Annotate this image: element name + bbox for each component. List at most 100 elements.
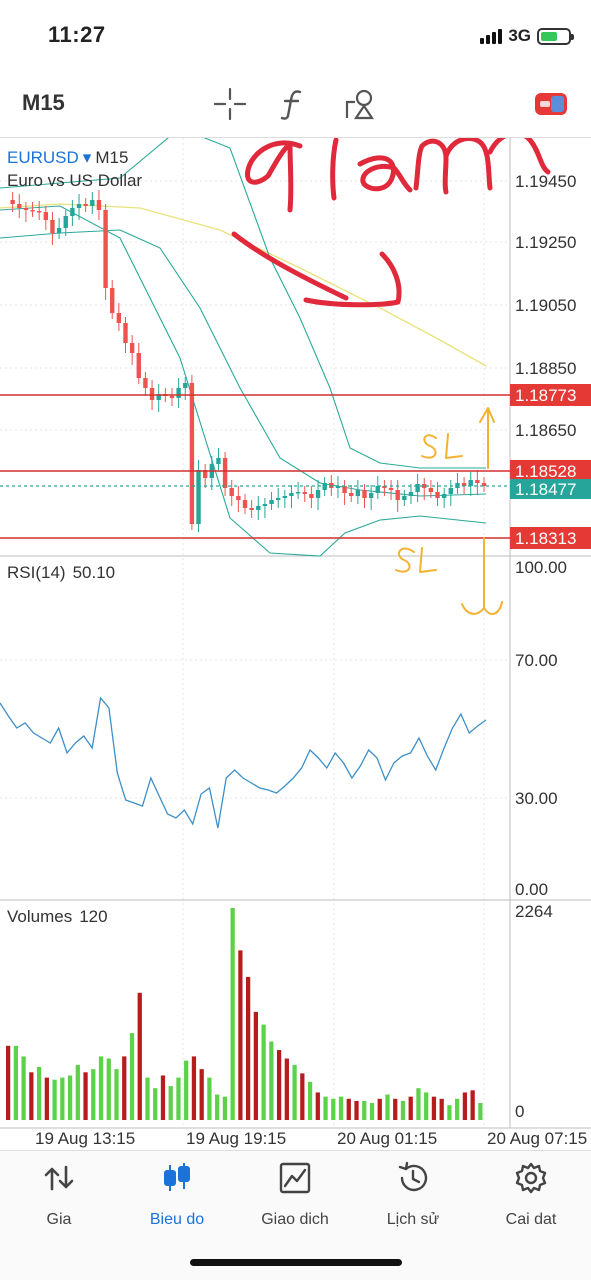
volume-bar xyxy=(176,1077,181,1120)
volume-bar xyxy=(292,1064,297,1120)
candle-body xyxy=(43,212,49,220)
candle-body xyxy=(256,506,261,510)
timeframe-button[interactable]: M15 xyxy=(22,90,65,115)
symbol-header[interactable]: EURUSD ▾ M15 xyxy=(7,148,128,167)
function-icon[interactable] xyxy=(276,86,312,122)
volume-bar xyxy=(199,1069,204,1120)
price-label-3: 1.18313 xyxy=(515,529,576,548)
current-price-label: 1.18477 xyxy=(515,480,576,499)
volume-bar xyxy=(184,1060,189,1120)
rsi-name: RSI(14) xyxy=(7,563,66,582)
volume-bar xyxy=(447,1105,452,1120)
volume-bar xyxy=(478,1103,483,1120)
objects-icon[interactable] xyxy=(344,86,380,122)
candle-body xyxy=(30,210,35,212)
candle-body xyxy=(448,488,454,494)
candle-body xyxy=(468,480,473,486)
gear-icon xyxy=(515,1162,547,1194)
candle-body xyxy=(183,383,188,388)
status-bar: 11:27 3G xyxy=(0,0,591,72)
price-label-bg xyxy=(510,527,591,549)
volume-bar xyxy=(261,1024,266,1120)
nav-item-lich-su[interactable]: Lịch sử xyxy=(354,1161,472,1229)
price-tick: 1.18650 xyxy=(515,421,576,440)
nav-label: Lịch sử xyxy=(386,1211,440,1228)
volume-bar xyxy=(207,1077,212,1120)
candle-body xyxy=(428,488,434,492)
network-type: 3G xyxy=(508,26,531,45)
volume-bar xyxy=(29,1072,34,1120)
candle-body xyxy=(342,486,347,493)
candle-body xyxy=(116,313,122,323)
symbol-name[interactable]: EURUSD xyxy=(7,148,79,167)
candle-body xyxy=(103,210,108,288)
volume-bar xyxy=(470,1090,475,1120)
price-axis: 1.19450 1.19250 1.19050 1.18850 1.18650 … xyxy=(515,172,576,503)
volume-bar xyxy=(160,1075,166,1120)
volume-tick: 2264 xyxy=(515,902,553,921)
candle-body xyxy=(262,504,268,506)
candle-body xyxy=(375,486,380,493)
volume-bar xyxy=(60,1077,65,1120)
price-tick: 1.19250 xyxy=(515,233,576,252)
volume-bar xyxy=(106,1058,111,1120)
volume-bar xyxy=(400,1100,406,1120)
current-price-label-bg xyxy=(510,479,591,499)
rsi-axis: 100.00 70.00 30.00 0.00 xyxy=(515,558,567,899)
nav-item-giao-dich[interactable]: Giao dich xyxy=(236,1161,354,1229)
volume-bar xyxy=(91,1069,96,1120)
candle-body xyxy=(388,488,394,490)
candle-body xyxy=(236,496,241,500)
trend-chart-icon xyxy=(279,1162,311,1194)
volume-bar xyxy=(354,1100,359,1120)
volumes-name: Volumes xyxy=(7,907,72,926)
home-indicator xyxy=(190,1259,402,1266)
candle-body xyxy=(461,483,467,486)
time-axis: 19 Aug 13:15 19 Aug 19:15 20 Aug 01:15 2… xyxy=(35,1129,587,1148)
price-tick: 1.19050 xyxy=(515,296,576,315)
candle-body xyxy=(302,492,307,494)
rsi-title: RSI(14) 50.10 xyxy=(7,563,115,582)
nav-item-bieu-do[interactable]: Bieu do xyxy=(118,1161,236,1229)
volume-bar xyxy=(307,1081,313,1120)
price-label-bg xyxy=(510,460,591,482)
bollinger-upper-band xyxy=(0,138,486,469)
volume-axis: 2264 0 xyxy=(515,902,553,1121)
volume-bars xyxy=(6,908,483,1120)
candle-body xyxy=(395,490,400,500)
volume-bar xyxy=(222,1096,228,1120)
candle-body xyxy=(402,496,407,500)
volume-tick: 0 xyxy=(515,1102,524,1121)
symbol-dropdown-icon[interactable]: ▾ xyxy=(83,148,92,167)
price-tick: 1.19450 xyxy=(515,172,576,191)
volume-bar xyxy=(36,1067,42,1120)
volume-bar xyxy=(52,1079,57,1120)
candle-body xyxy=(176,388,181,398)
trade-toggle-icon[interactable] xyxy=(534,90,568,118)
volume-bar xyxy=(408,1096,413,1120)
pane-borders xyxy=(0,138,591,1129)
volume-bar xyxy=(269,1041,274,1120)
chart-area[interactable]: EURUSD ▾ M15 Euro vs US Dollar 1.19450 1.1… xyxy=(0,138,591,1150)
volume-bar xyxy=(416,1088,421,1120)
price-chart[interactable]: EURUSD ▾ M15 Euro vs US Dollar 1.19450 1.1… xyxy=(0,138,591,1150)
nav-item-gia[interactable]: Gia xyxy=(0,1161,118,1229)
crosshair-icon[interactable] xyxy=(212,86,248,122)
time-tick: 19 Aug 19:15 xyxy=(186,1129,286,1148)
candle-body xyxy=(129,343,135,353)
candle-body xyxy=(83,204,88,206)
candle-body xyxy=(382,486,387,488)
candle-body xyxy=(282,496,288,498)
candle-body xyxy=(63,216,68,228)
candle-body xyxy=(156,394,161,400)
candle-body xyxy=(368,493,374,498)
candle-body xyxy=(335,486,341,488)
nav-item-cai-dat[interactable]: Cai dat xyxy=(472,1161,590,1229)
rsi-line xyxy=(0,696,487,829)
volume-bar xyxy=(369,1103,375,1120)
volume-bar xyxy=(215,1094,220,1120)
volume-bar xyxy=(385,1094,390,1120)
volume-bar xyxy=(83,1072,88,1120)
volume-bar xyxy=(362,1100,367,1120)
price-label-2: 1.18528 xyxy=(515,462,576,481)
